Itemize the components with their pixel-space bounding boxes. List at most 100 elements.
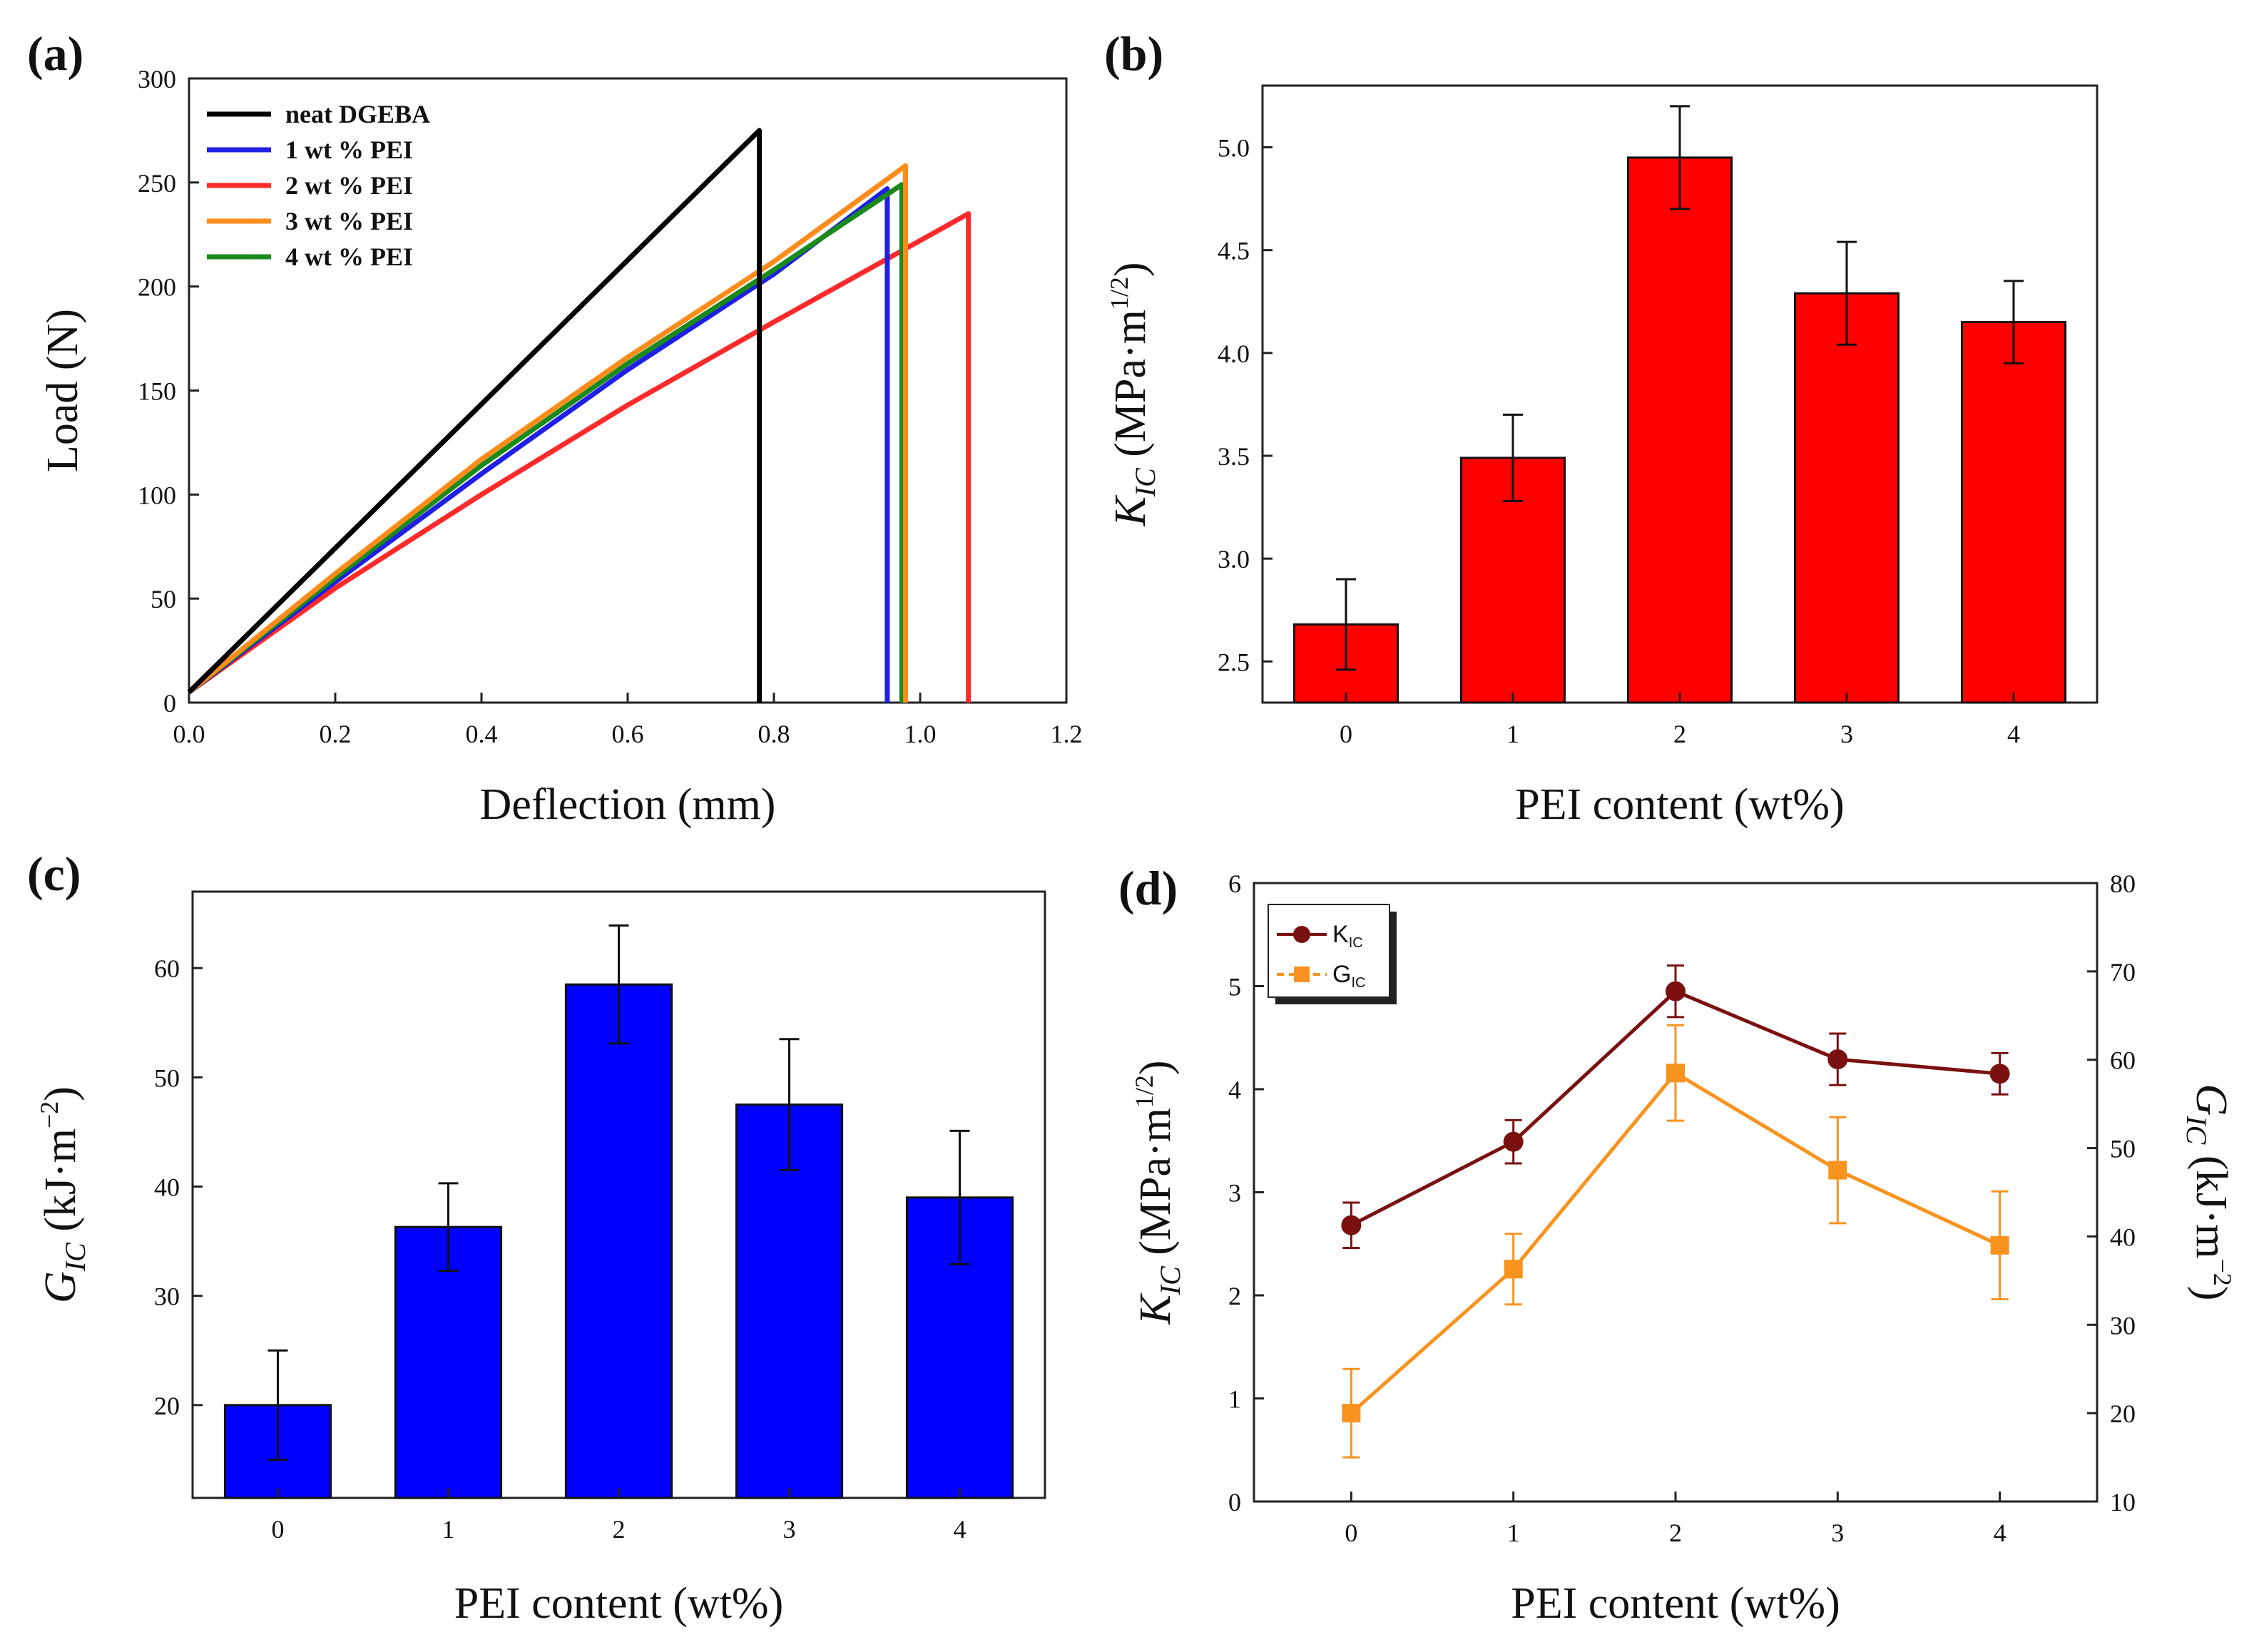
x-tick-label: 0.8	[758, 720, 790, 748]
y-tick-label: 0	[163, 689, 176, 718]
legend-label-subscript: IC	[1349, 935, 1363, 951]
x-tick-label: 2	[613, 1515, 626, 1544]
x-tick-label: 3	[1840, 720, 1853, 748]
ylabel-subscript: IC	[1154, 1265, 1186, 1295]
legend-label: 1 wt % PEI	[285, 136, 413, 164]
data-point-square	[1342, 1404, 1361, 1423]
data-point-circle	[1827, 1049, 1848, 1070]
panel-b-label: (b)	[1104, 26, 1163, 81]
ylabel-subscript: IC	[59, 1242, 91, 1272]
y-tick-label: 30	[154, 1283, 180, 1311]
y-tick-label: 50	[151, 585, 176, 613]
ylabel-close: )	[2187, 1286, 2235, 1301]
ylabel-close: )	[1131, 1060, 1180, 1075]
y-left-tick-label: 1	[1228, 1385, 1241, 1414]
y-left-tick-label: 0	[1228, 1488, 1241, 1516]
y-axis-label: GIC (kJ·m−2)	[35, 1086, 91, 1303]
panel-a-label: (a)	[27, 26, 83, 81]
ylabel-subscript: IC	[1129, 467, 1161, 497]
legend-label-main: G	[1332, 961, 1351, 988]
legend-label-main: K	[1332, 921, 1349, 948]
x-tick-label: 4	[954, 1515, 967, 1544]
legend-label: KIC	[1332, 921, 1363, 951]
panel-d-label: (d)	[1118, 861, 1178, 915]
bar	[564, 983, 673, 1499]
ylabel-main: K	[1106, 494, 1155, 527]
legend-box	[1268, 904, 1390, 998]
panel-c-label: (c)	[27, 847, 81, 901]
ylabel-close: )	[1106, 262, 1155, 277]
x-tick-label: 1.0	[904, 720, 937, 748]
x-tick-label: 2	[1673, 720, 1686, 748]
ylabel-unit: (kJ·m	[2187, 1144, 2235, 1258]
y-tick-label: 4.0	[1218, 340, 1250, 368]
ylabel-main: K	[1131, 1292, 1180, 1325]
y-left-tick-label: 3	[1228, 1179, 1241, 1208]
x-tick-label: 3	[1831, 1519, 1844, 1547]
x-axis-label: PEI content (wt%)	[454, 1579, 783, 1628]
series-line-neat-dgeba	[187, 128, 762, 703]
series-line-3-wt-pct-pei	[187, 163, 908, 703]
x-tick-label: 0.4	[466, 720, 498, 748]
y-right-tick-label: 20	[2110, 1399, 2136, 1428]
y-right-axis-label: GIC (kJ·m−2)	[2181, 1084, 2237, 1301]
ylabel-main: G	[2187, 1084, 2235, 1116]
y-tick-label: 2.5	[1218, 648, 1250, 676]
ylabel-main: G	[36, 1271, 85, 1303]
bar	[1626, 156, 1733, 704]
legend-label-subscript: IC	[1351, 975, 1365, 991]
ylabel-superscript: 1/2	[1130, 1075, 1158, 1108]
x-tick-label: 1	[1507, 1519, 1520, 1547]
ylabel-close: )	[36, 1086, 85, 1101]
y-tick-label: 3.0	[1218, 545, 1250, 573]
y-axis-label: Load (N)	[39, 309, 87, 472]
y-right-tick-label: 30	[2110, 1311, 2136, 1340]
x-tick-label: 0.2	[320, 720, 352, 748]
x-axis-label: PEI content (wt%)	[1515, 780, 1844, 829]
y-tick-label: 50	[154, 1064, 180, 1092]
ylabel-superscript: 1/2	[1105, 277, 1133, 310]
y-right-tick-label: 10	[2110, 1488, 2136, 1516]
legend-label: GIC	[1332, 961, 1365, 991]
data-point-square	[1504, 1260, 1523, 1279]
y-right-tick-label: 70	[2110, 958, 2136, 986]
y-axis-label: KIC (MPa·m1/2)	[1105, 262, 1161, 526]
series-line-gic	[1350, 1071, 2001, 1414]
bar	[1793, 292, 1900, 704]
y-left-tick-label: 4	[1228, 1076, 1241, 1104]
data-point-circle	[1341, 1215, 1362, 1235]
y-left-axis-label: KIC (MPa·m1/2)	[1130, 1060, 1186, 1325]
y-tick-label: 150	[138, 377, 176, 406]
x-tick-label: 3	[783, 1515, 796, 1544]
ylabel-subscript: IC	[2181, 1115, 2213, 1145]
data-point-circle	[1503, 1131, 1524, 1152]
y-right-tick-label: 60	[2110, 1046, 2136, 1075]
y-tick-label: 60	[154, 954, 180, 983]
ylabel-unit: (MPa·m	[1106, 310, 1155, 468]
x-tick-label: 0	[272, 1515, 285, 1544]
y-tick-label: 300	[138, 65, 176, 93]
y-right-tick-label: 50	[2110, 1135, 2136, 1163]
x-tick-label: 0.6	[612, 720, 644, 748]
chart-b-kic-bars: 2.5 3.0 3.5 4.0 4.5 5.0 0 1 2 3 4 PEI content (wt%)…	[1105, 84, 2099, 829]
ylabel-unit: (MPa·m	[1131, 1108, 1180, 1266]
y-left-tick-label: 2	[1228, 1282, 1241, 1310]
x-tick-label: 1	[442, 1515, 455, 1544]
data-point-square	[1828, 1161, 1847, 1180]
series-line-1-wt-pct-pei	[187, 186, 890, 703]
y-tick-label: 3.5	[1218, 442, 1250, 471]
y-right-tick-label: 80	[2110, 870, 2136, 898]
x-tick-label: 1	[1506, 720, 1519, 748]
ylabel-unit: (kJ·m	[36, 1128, 85, 1243]
y-tick-label: 200	[138, 273, 176, 302]
x-axis-label: Deflection (mm)	[480, 780, 776, 829]
legend-label: 2 wt % PEI	[285, 171, 413, 200]
y-tick-label: 250	[138, 169, 176, 198]
series-line-4-wt-pct-pei	[187, 182, 904, 703]
x-tick-label: 0.0	[173, 720, 205, 748]
y-left-tick-label: 6	[1228, 870, 1241, 898]
y-left-tick-label: 5	[1228, 973, 1241, 1001]
bar	[394, 1225, 503, 1499]
x-tick-label: 4	[2007, 720, 2020, 748]
